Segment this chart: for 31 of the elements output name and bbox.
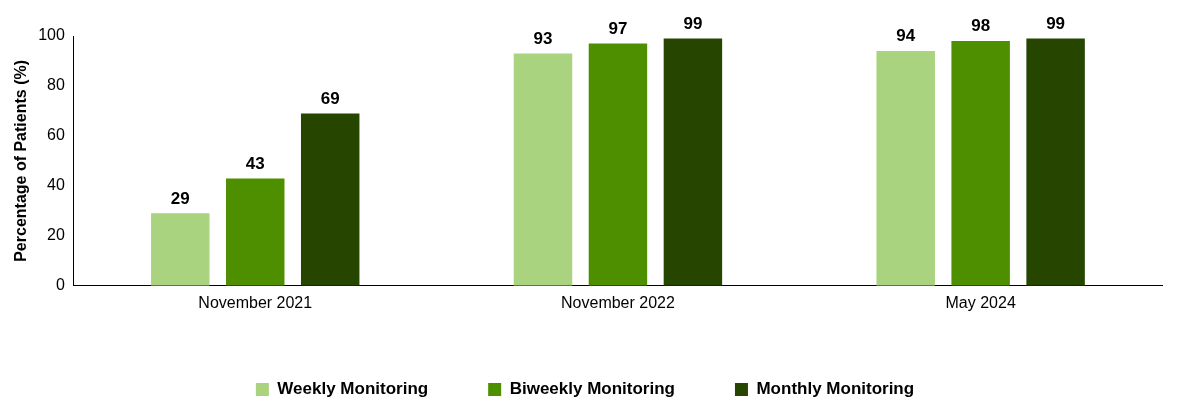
bar xyxy=(588,43,648,286)
data-label: 69 xyxy=(320,88,340,108)
data-label: 94 xyxy=(896,26,916,46)
data-label: 97 xyxy=(608,18,628,38)
x-tick-label: May 2024 xyxy=(945,293,1016,311)
y-tick-label: 40 xyxy=(47,176,65,194)
x-tick-label: November 2022 xyxy=(561,293,675,311)
bar xyxy=(300,113,360,286)
data-label: 43 xyxy=(245,153,265,173)
bar xyxy=(151,213,210,286)
legend-label: Weekly Monitoring xyxy=(277,379,429,399)
legend-label: Monthly Monitoring xyxy=(756,379,915,399)
y-tick-label: 80 xyxy=(47,76,65,94)
data-label: 93 xyxy=(533,28,553,48)
data-label: 98 xyxy=(971,16,991,36)
bar xyxy=(513,53,573,286)
bar xyxy=(1026,38,1085,286)
legend-label: Biweekly Monitoring xyxy=(509,379,675,399)
data-label: 99 xyxy=(1046,13,1066,33)
data-label: 99 xyxy=(683,13,703,33)
y-tick-label: 20 xyxy=(47,226,65,244)
y-tick-label: 100 xyxy=(38,26,65,44)
bar xyxy=(876,50,935,286)
y-axis-title: Percentage of Patients (%) xyxy=(12,59,30,262)
y-tick-label: 60 xyxy=(47,126,65,144)
y-tick-label: 0 xyxy=(55,276,65,294)
bar xyxy=(226,178,285,286)
data-label: 29 xyxy=(170,188,190,208)
bar xyxy=(951,41,1010,286)
bar xyxy=(663,38,723,286)
x-tick-label: November 2021 xyxy=(198,293,313,311)
